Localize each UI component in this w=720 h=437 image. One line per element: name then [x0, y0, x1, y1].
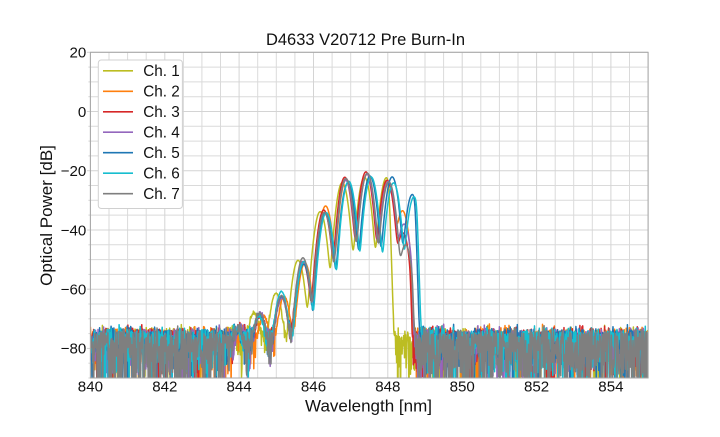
svg-text:Ch. 5: Ch. 5 [143, 145, 180, 162]
svg-text:20: 20 [70, 45, 87, 62]
svg-text:Optical Power [dB]: Optical Power [dB] [37, 145, 56, 286]
svg-text:0: 0 [78, 104, 86, 121]
svg-text:Ch. 2: Ch. 2 [143, 84, 180, 101]
svg-text:−20: −20 [61, 163, 87, 180]
svg-text:Ch. 7: Ch. 7 [143, 186, 180, 203]
svg-text:Ch. 1: Ch. 1 [143, 63, 180, 80]
svg-text:852: 852 [524, 379, 549, 396]
svg-text:Wavelength [nm]: Wavelength [nm] [305, 397, 432, 416]
svg-text:850: 850 [450, 379, 475, 396]
svg-text:Ch. 3: Ch. 3 [143, 104, 180, 121]
svg-text:Ch. 6: Ch. 6 [143, 166, 180, 183]
svg-text:840: 840 [78, 379, 103, 396]
svg-text:844: 844 [227, 379, 252, 396]
svg-text:−40: −40 [61, 222, 87, 239]
svg-text:848: 848 [375, 379, 400, 396]
svg-text:Ch. 4: Ch. 4 [143, 125, 180, 142]
svg-text:846: 846 [301, 379, 326, 396]
svg-text:−80: −80 [61, 341, 87, 358]
svg-text:842: 842 [152, 379, 177, 396]
svg-text:854: 854 [598, 379, 623, 396]
svg-text:−60: −60 [61, 282, 87, 299]
svg-text:D4633 V20712 Pre Burn-In: D4633 V20712 Pre Burn-In [266, 31, 465, 49]
